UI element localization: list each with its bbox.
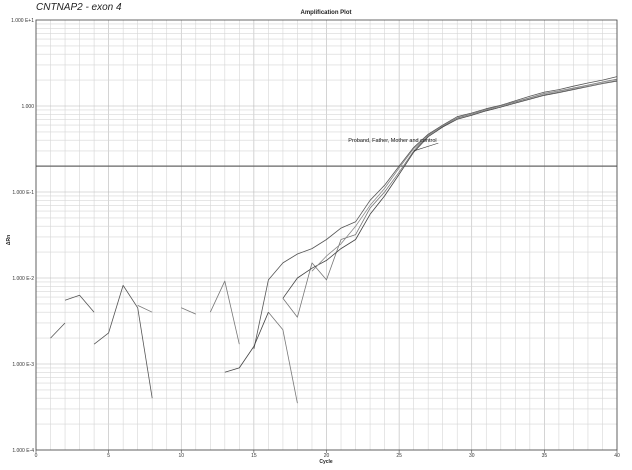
axes: 0 5 10 15 20 25 30 35 40 1.000 E+1 1.000 1.000 E-1 1… <box>11 18 620 459</box>
x-tick-label: 25 <box>396 453 402 459</box>
y-tick-label: 1.000 E-4 <box>12 448 34 454</box>
y-tick-label: 1.000 E-3 <box>12 362 34 368</box>
series-3-line <box>282 80 618 299</box>
x-tick-label: 0 <box>35 453 38 459</box>
y-tick-label: 1.000 E+1 <box>11 18 34 24</box>
x-tick-label: 15 <box>251 453 257 459</box>
x-tick-label: 40 <box>614 453 620 459</box>
x-tick-label: 35 <box>542 453 548 459</box>
series-1-line <box>253 76 618 349</box>
x-tick-label: 20 <box>324 453 330 459</box>
x-tick-label: 30 <box>469 453 475 459</box>
series-1-line <box>50 322 66 339</box>
annotation-layer: Proband, Father, Mother and control <box>348 138 439 152</box>
series-2-line <box>137 305 153 313</box>
series-2-line <box>209 280 240 345</box>
figure-title: CNTNAP2 - exon 4 <box>36 2 122 13</box>
series-1-line <box>64 294 95 313</box>
y-tick-label: 1.000 E-2 <box>12 276 34 282</box>
series-3-line <box>224 312 269 373</box>
series-layer <box>50 76 618 404</box>
series-2-line <box>181 307 196 315</box>
y-axis-label: ΔRn <box>6 235 12 245</box>
annotation-pointer <box>413 142 439 152</box>
grid <box>35 20 618 451</box>
y-tick-label: 1.000 E-1 <box>12 190 34 196</box>
x-axis-label: Cycle <box>319 459 333 465</box>
x-tick-label: 5 <box>107 453 110 459</box>
annotation-label: Proband, Father, Mother and control <box>348 138 436 144</box>
x-tick-label: 10 <box>178 453 184 459</box>
series-1-line <box>93 284 153 399</box>
series-2-line <box>268 311 298 404</box>
y-tick-label: 1.000 <box>21 104 34 110</box>
series-2-line <box>282 78 618 318</box>
series-4-line <box>311 80 618 272</box>
plot-title: Amplification Plot <box>301 10 352 16</box>
